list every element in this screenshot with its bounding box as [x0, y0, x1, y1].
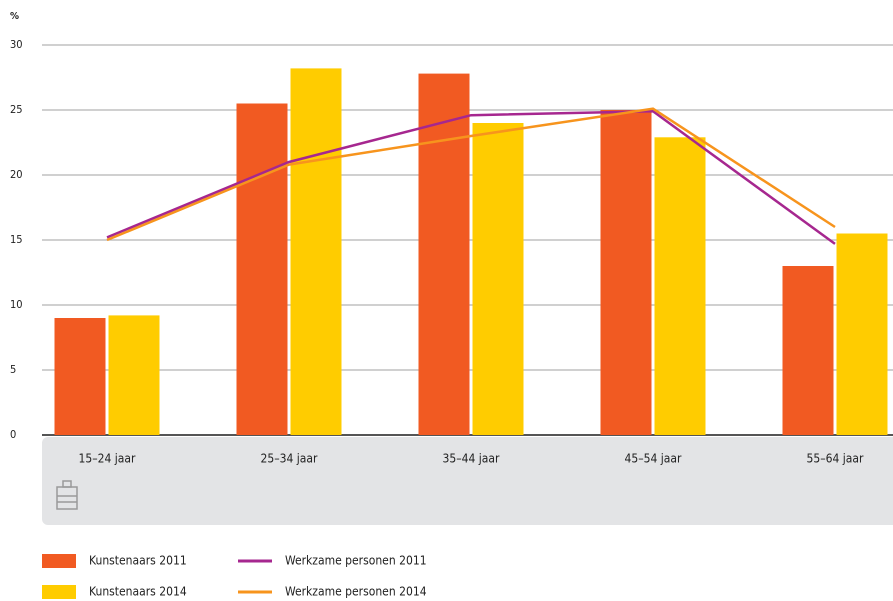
line — [106, 107, 836, 242]
bar — [654, 137, 706, 436]
legend-swatch — [42, 554, 76, 568]
legend-label: Kunstenaars 2011 — [89, 554, 187, 568]
y-tick-label: 15 — [10, 233, 23, 246]
logo-icon — [56, 480, 78, 510]
y-tick-label: 5 — [10, 363, 16, 376]
x-tick-label: 55–64 jaar — [807, 452, 865, 466]
legend-label: Kunstenaars 2014 — [89, 585, 187, 599]
x-tick-label: 45–54 jaar — [625, 452, 683, 466]
y-tick-label: 0 — [10, 428, 16, 441]
bar — [236, 103, 288, 435]
legend-label: Werkzame personen 2014 — [285, 585, 427, 599]
bar — [290, 68, 342, 436]
bar — [54, 318, 106, 435]
y-tick-label: 10 — [10, 298, 23, 311]
bar — [782, 266, 834, 435]
y-tick-label: 25 — [10, 103, 23, 116]
line — [106, 110, 836, 245]
y-tick-label: 30 — [10, 38, 23, 51]
x-tick-label: 35–44 jaar — [443, 452, 501, 466]
bar — [472, 123, 524, 435]
x-tick-label: 25–34 jaar — [261, 452, 319, 466]
bar — [836, 233, 888, 435]
legend-swatch — [42, 585, 76, 599]
y-axis-label: % — [10, 11, 19, 22]
y-tick-label: 20 — [10, 168, 23, 181]
x-axis-band — [42, 437, 893, 525]
bar — [600, 110, 652, 435]
x-tick-label: 15–24 jaar — [79, 452, 137, 466]
bar — [108, 315, 160, 435]
bar — [418, 73, 470, 435]
legend-label: Werkzame personen 2011 — [285, 554, 427, 568]
